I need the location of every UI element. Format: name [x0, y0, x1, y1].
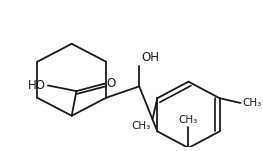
- Text: O: O: [107, 77, 116, 90]
- Text: CH₃: CH₃: [132, 121, 151, 131]
- Text: OH: OH: [141, 51, 159, 64]
- Text: CH₃: CH₃: [242, 98, 262, 108]
- Text: CH₃: CH₃: [179, 115, 198, 125]
- Text: HO: HO: [28, 79, 46, 92]
